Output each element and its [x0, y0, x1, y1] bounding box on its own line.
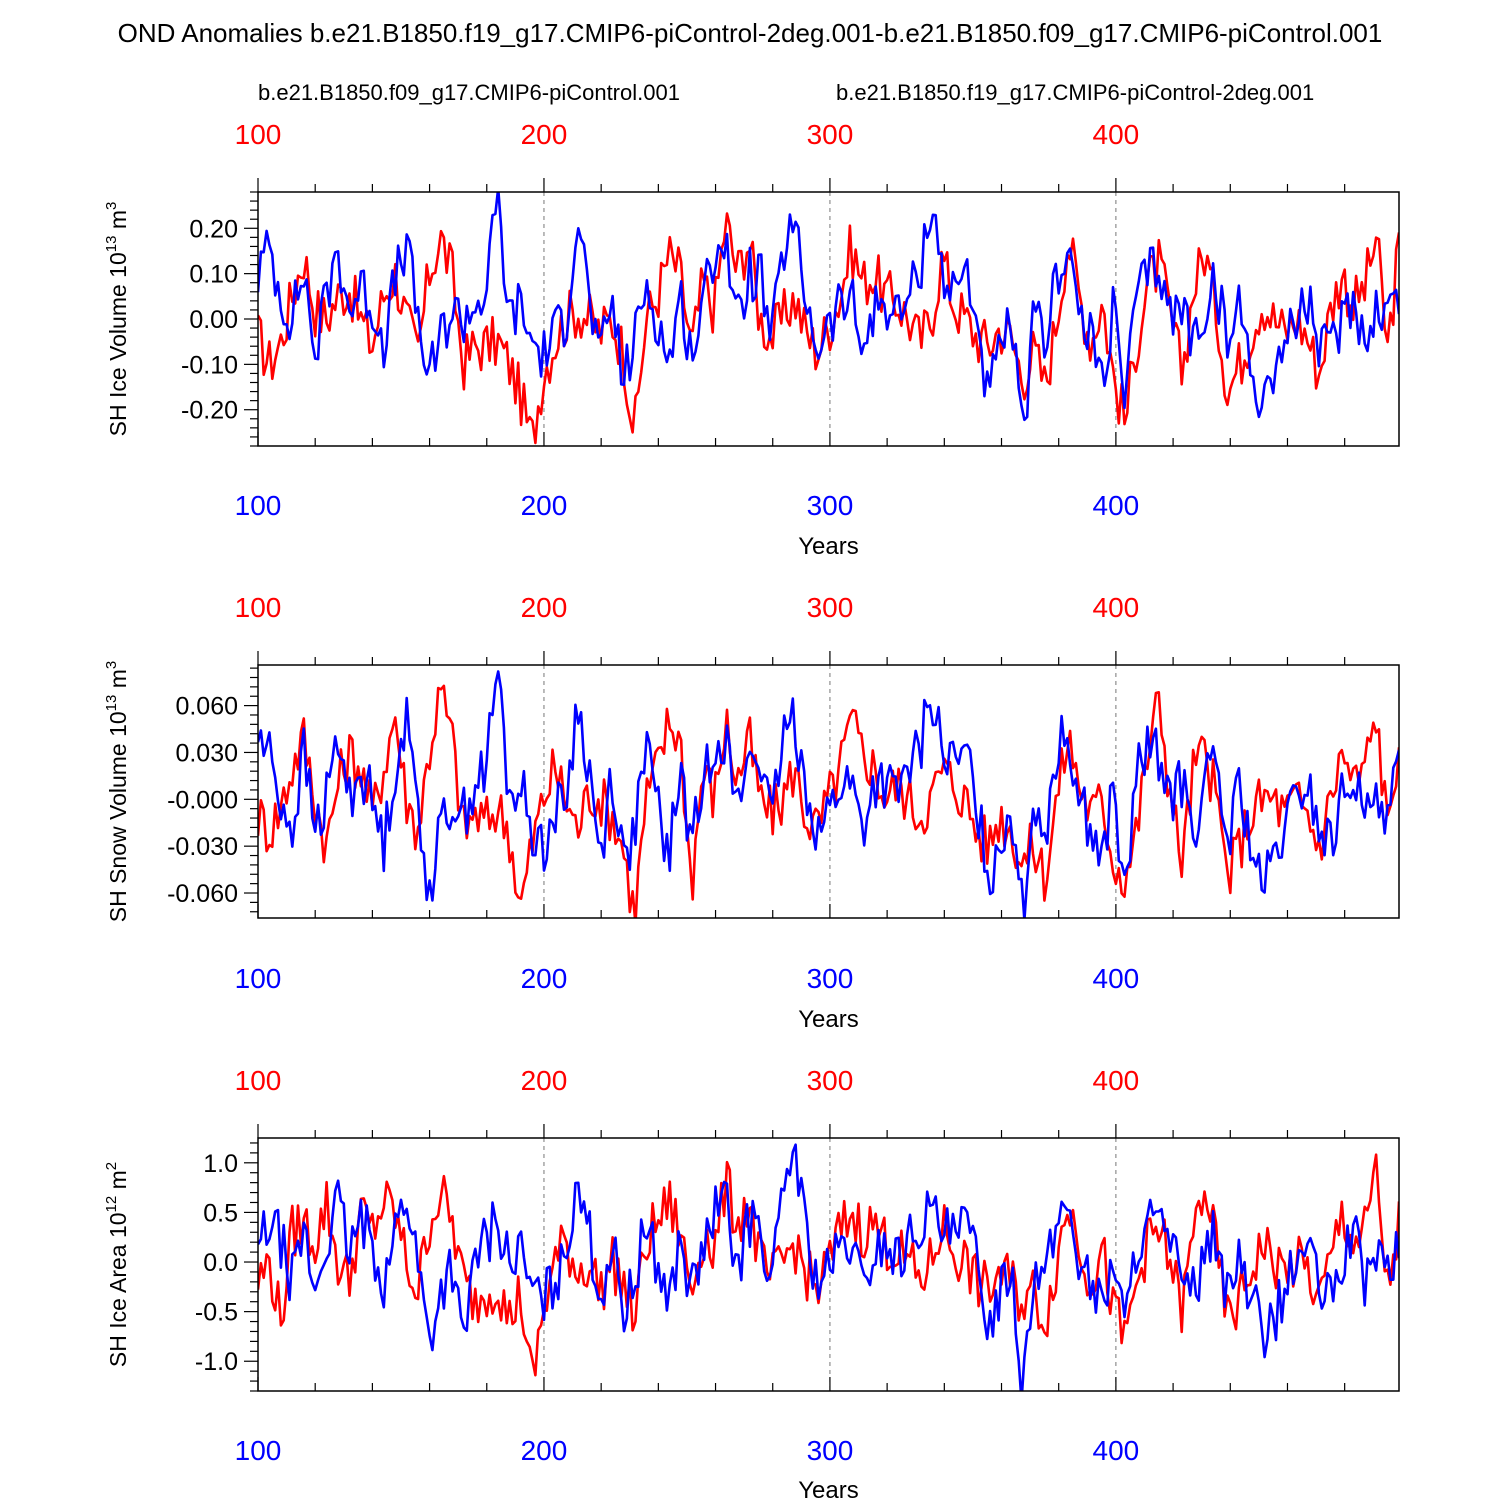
y-axis-title: SH Snow Volume 1013 m3 [103, 661, 131, 923]
x-tick-label-bottom: 100 [235, 963, 282, 994]
x-tick-label-bottom: 100 [235, 1435, 282, 1466]
y-axis-title-text: SH Ice Area 10 [105, 1212, 131, 1367]
y-tick-label: 1.0 [203, 1150, 238, 1178]
x-tick-label-bottom: 400 [1093, 490, 1140, 521]
x-tick-label-bottom: 300 [807, 963, 854, 994]
y-tick-label: 0.060 [175, 693, 238, 721]
series-line-red [258, 212, 1399, 445]
x-tick-label-top: 200 [521, 119, 568, 150]
plot-frame [257, 191, 1400, 447]
legend-red-label: b.e21.B1850.f09_g17.CMIP6-piControl.001 [258, 80, 680, 105]
y-tick-label: 0.5 [203, 1199, 238, 1227]
y-tick-label: -1.0 [195, 1348, 238, 1376]
series-line-red [258, 684, 1399, 918]
y-axis-title-superscript: 12 [103, 1196, 120, 1213]
chart-panel-3: 1.0 0.5 0.0 -0.5 -1.0 100 100 200 200 300 300 400 40… [103, 1065, 1400, 1500]
x-tick-label-bottom: 300 [807, 490, 854, 521]
x-tick-label-top: 200 [521, 592, 568, 623]
plot-frame [257, 1137, 1400, 1392]
x-tick-label-top: 300 [807, 119, 854, 150]
x-tick-label-top: 300 [807, 1065, 854, 1096]
x-tick-label-bottom: 400 [1093, 1435, 1140, 1466]
y-axis-title: SH Ice Volume 1013 m3 [103, 202, 131, 437]
y-tick-label: 0.10 [189, 261, 238, 289]
x-tick-label-top: 300 [807, 592, 854, 623]
y-axis-title-text: m [105, 1170, 131, 1196]
y-tick-label: -0.000 [167, 786, 238, 814]
y-tick-label: 0.030 [175, 739, 238, 767]
y-axis-title-text: SH Ice Volume 10 [105, 252, 131, 436]
y-axis-title: SH Ice Area 1012 m2 [103, 1162, 131, 1367]
y-axis-title-text: SH Snow Volume 10 [105, 711, 131, 922]
y-tick-label: -0.5 [195, 1299, 238, 1327]
x-tick-label-top: 100 [235, 1065, 282, 1096]
x-tick-label-top: 400 [1093, 592, 1140, 623]
y-tick-label: 0.0 [203, 1249, 238, 1277]
x-tick-label-top: 200 [521, 1065, 568, 1096]
y-axis-title-superscript: 3 [103, 202, 120, 210]
x-axis-title: Years [798, 1006, 859, 1033]
y-axis-title-text: m [105, 210, 131, 236]
y-tick-label: 0.00 [189, 306, 238, 334]
x-axis-title: Years [798, 1477, 859, 1500]
x-tick-label-bottom: 400 [1093, 963, 1140, 994]
x-tick-label-top: 100 [235, 119, 282, 150]
x-tick-label-bottom: 100 [235, 490, 282, 521]
x-axis-title: Years [798, 533, 859, 560]
x-tick-label-top: 400 [1093, 119, 1140, 150]
y-tick-label: 0.20 [189, 215, 238, 243]
series-line-blue [258, 670, 1399, 918]
series-line-blue [258, 1143, 1399, 1391]
chart-panel-2: 0.060 0.030 -0.000 -0.030 -0.060 100 100 200 200… [103, 592, 1400, 1033]
series-line-blue [258, 192, 1399, 422]
x-tick-label-top: 100 [235, 592, 282, 623]
y-axis-title-superscript: 13 [103, 695, 120, 712]
x-tick-label-bottom: 200 [521, 490, 568, 521]
series-line-red [258, 1153, 1399, 1377]
y-tick-label: -0.060 [167, 880, 238, 908]
legend-blue-label: b.e21.B1850.f19_g17.CMIP6-piControl-2deg… [836, 80, 1315, 105]
y-axis-title-superscript: 2 [103, 1162, 120, 1170]
plot-frame [257, 664, 1400, 919]
y-tick-label: -0.10 [181, 351, 238, 379]
x-tick-label-top: 400 [1093, 1065, 1140, 1096]
x-tick-label-bottom: 200 [521, 963, 568, 994]
chart-panel-1: 0.20 0.10 0.00 -0.10 -0.20 100 100 200 200 300 300… [103, 119, 1400, 560]
figure-title: OND Anomalies b.e21.B1850.f19_g17.CMIP6-… [117, 18, 1383, 48]
y-tick-label: -0.20 [181, 397, 238, 425]
y-tick-label: -0.030 [167, 833, 238, 861]
y-axis-title-superscript: 13 [103, 236, 120, 253]
x-tick-label-bottom: 300 [807, 1435, 854, 1466]
y-axis-title-superscript: 3 [103, 661, 120, 669]
x-tick-label-bottom: 200 [521, 1435, 568, 1466]
y-axis-title-text: m [105, 669, 131, 695]
